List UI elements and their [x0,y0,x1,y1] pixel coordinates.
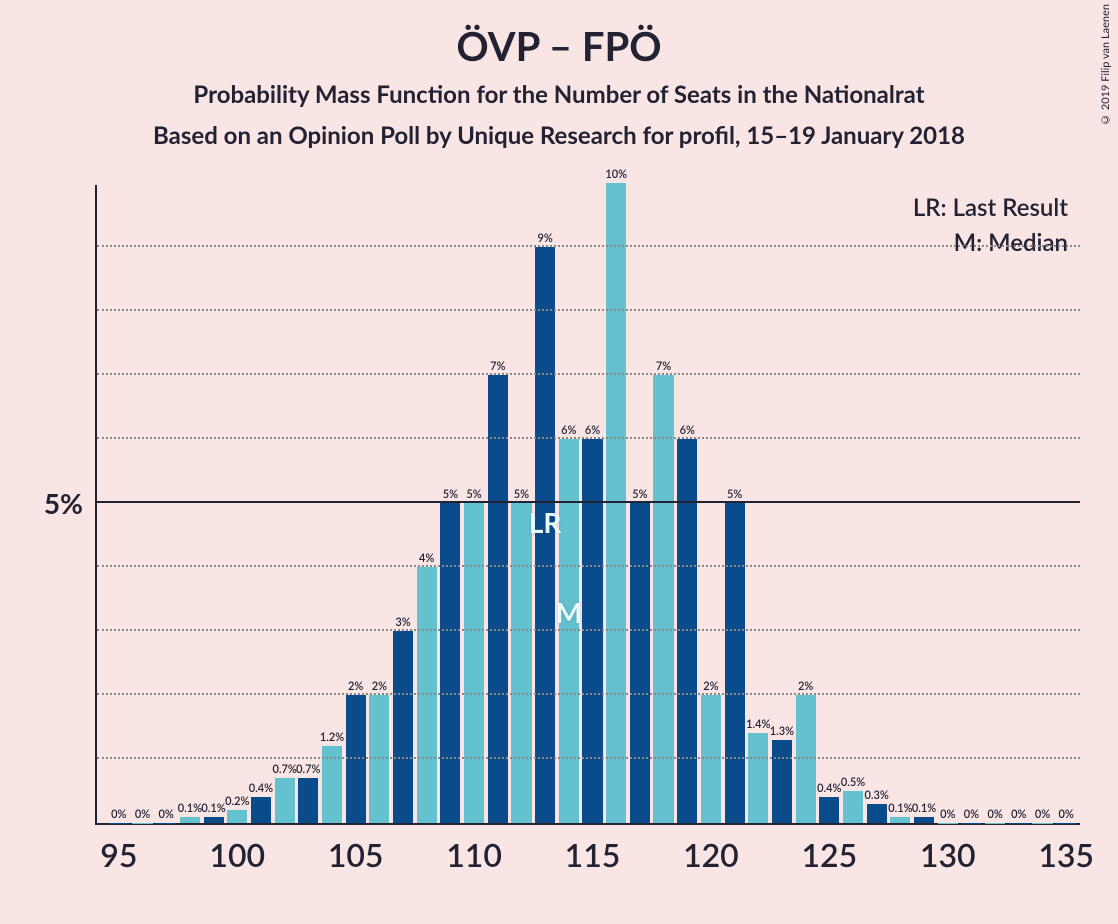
bar-value-label: 0.1% [178,802,202,817]
bar: 0.3% [867,804,887,823]
bar-value-label: 0.1% [888,802,912,817]
bar: 0% [156,823,176,824]
x-axis-label: 130 [920,823,976,874]
bar-value-label: 1.2% [320,731,344,746]
bar: 0% [985,823,1005,824]
bar: 2% [346,695,366,823]
bar-value-label: 0.5% [841,776,865,791]
bar-value-label: 0% [1058,808,1073,823]
gridline [97,437,1080,439]
bar: 4% [417,567,437,823]
bar: 0.5% [843,791,863,823]
bar-value-label: 1.4% [746,718,770,733]
bar-value-label: 0% [987,808,1002,823]
gridline [97,757,1080,759]
plot-area: LR: Last Result M: Median 0%0%0%0.1%0.1%… [95,185,1080,825]
pmf-chart: LR: Last Result M: Median 0%0%0%0.1%0.1%… [95,185,1085,885]
bar: 6% [677,439,697,823]
bar-value-label: 0% [159,808,174,823]
bar-value-label: 0.7% [272,763,296,778]
bar: 2% [701,695,721,823]
bar: 5% [725,503,745,823]
bar-value-label: 0% [1035,808,1050,823]
bar: 6% [559,439,579,823]
bar: 6% [582,439,602,823]
gridline [97,245,1080,247]
page-subtitle: Probability Mass Function for the Number… [0,70,1118,109]
y-axis-label: 5% [44,486,97,520]
bar-value-label: 0% [1011,808,1026,823]
bar: 7% [653,375,673,823]
bar: 0.4% [251,797,271,823]
x-axis-label: 110 [446,823,502,874]
bar: 5% [630,503,650,823]
x-axis-label: 120 [683,823,739,874]
gridline [97,501,1080,503]
bar: 0.7% [275,778,295,823]
bar: 0.1% [180,817,200,823]
bar: 3% [393,631,413,823]
bar-value-label: 0.2% [225,795,249,810]
bar-value-label: 0.1% [201,802,225,817]
bar: 9% [535,247,555,823]
page-title: ÖVP – FPÖ [0,0,1118,70]
x-axis-label: 95 [100,823,137,874]
bar-value-label: 0.1% [912,802,936,817]
bar: 2% [369,695,389,823]
bar-value-label: 0% [111,808,126,823]
x-axis-label: 135 [1038,823,1094,874]
bar: 5% [511,503,531,823]
bar-value-label: 0% [135,808,150,823]
bar-value-label: 1.3% [770,725,794,740]
copyright-notice: © 2019 Filip van Laenen [1099,4,1112,126]
bar-value-label: 0.4% [249,782,273,797]
bars-container: 0%0%0%0.1%0.1%0.2%0.4%0.7%0.7%1.2%2%2%3%… [97,185,1080,823]
bar-value-label: 0.3% [865,789,889,804]
bar: 0.7% [298,778,318,823]
bar: 5% [440,503,460,823]
x-axis-label: 115 [565,823,621,874]
bar: 0.1% [890,817,910,823]
bar: 5% [464,503,484,823]
bar: 0% [1009,823,1029,824]
x-axis-label: 105 [328,823,384,874]
bar: 0.2% [227,810,247,823]
bar-value-label: 0% [940,808,955,823]
x-axis-label: 100 [209,823,265,874]
page-subtitle-2: Based on an Opinion Poll by Unique Resea… [0,109,1118,150]
bar-value-label: 0.4% [817,782,841,797]
gridline [97,629,1080,631]
bar: 10% [606,183,626,823]
gridline [97,373,1080,375]
x-axis-label: 125 [801,823,857,874]
bar: 1.3% [772,740,792,823]
bar: 7% [488,375,508,823]
gridline [97,565,1080,567]
bar: 0.4% [819,797,839,823]
bar-value-label: 0.7% [296,763,320,778]
bar: 2% [796,695,816,823]
bar-value-label: 0% [964,808,979,823]
gridline [97,693,1080,695]
gridline [97,309,1080,311]
bar-value-label: 10% [605,168,627,183]
bar: 1.4% [748,733,768,823]
